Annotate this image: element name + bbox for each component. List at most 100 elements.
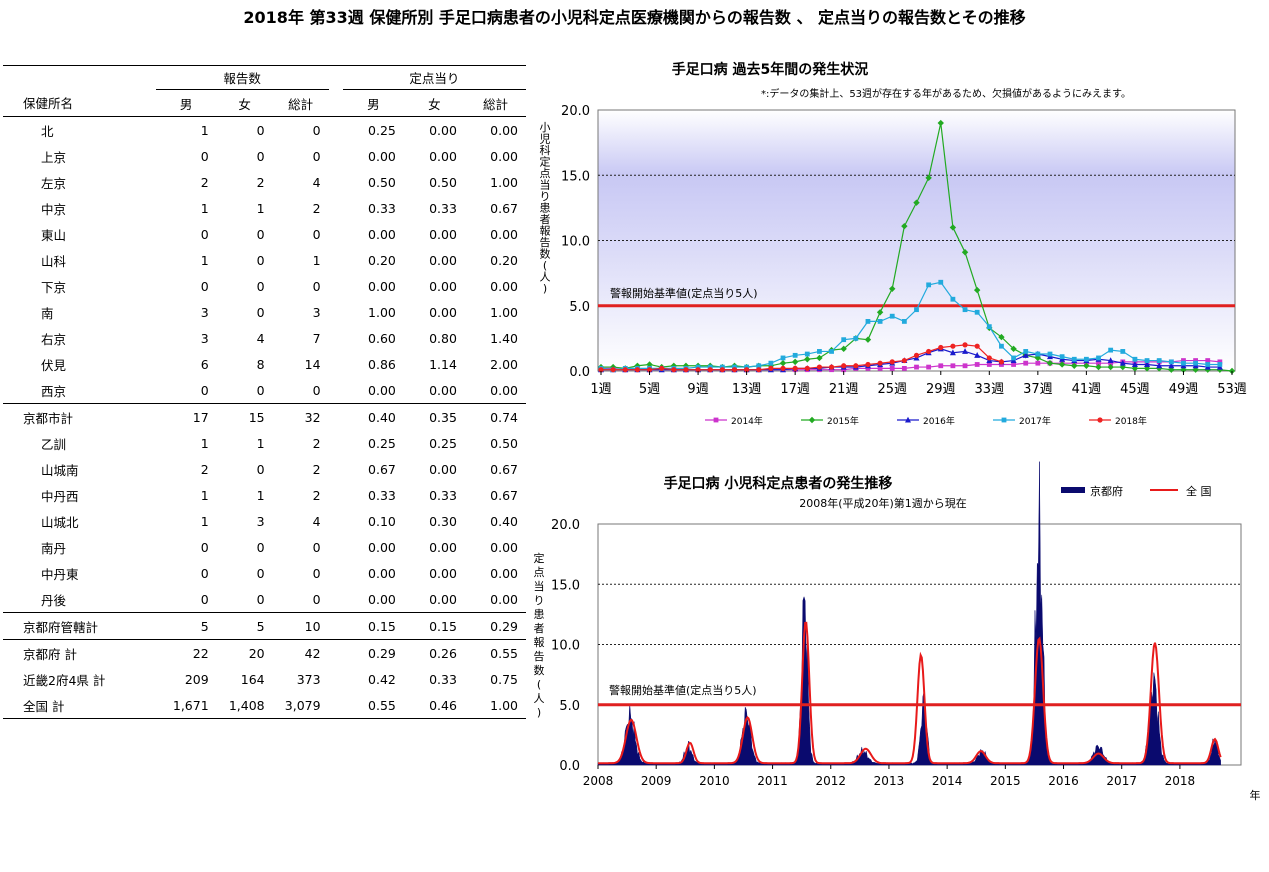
data-point xyxy=(913,199,920,206)
cell-value: 0.00 xyxy=(490,148,518,164)
y-tick-label: 0.0 xyxy=(559,759,580,774)
data-point xyxy=(865,319,871,324)
cell-value: 0.00 xyxy=(429,565,457,581)
table-row: 東山 0 0 0 0.00 0.00 0.00 xyxy=(3,221,526,247)
row-name: 近畿2府4県 計 xyxy=(23,672,106,688)
col-header-male: 男 xyxy=(155,89,217,117)
group-header-reports: 報告数 xyxy=(155,65,329,90)
x-tick-label: 45週 xyxy=(1120,382,1150,397)
cell-value: 2 xyxy=(312,461,321,477)
cell-value: 2 xyxy=(312,435,321,451)
cell-value: 0 xyxy=(312,591,321,607)
y-tick-label: 20.0 xyxy=(561,104,590,119)
data-point xyxy=(707,364,713,370)
data-point xyxy=(986,362,992,367)
cell-value: 0.10 xyxy=(368,513,396,529)
data-point xyxy=(622,367,628,373)
data-point xyxy=(1168,359,1174,365)
cell-value: 0.25 xyxy=(368,435,396,451)
data-point xyxy=(1108,360,1114,366)
table-row: 伏見 6 8 14 0.86 1.14 2.00 xyxy=(3,351,526,377)
data-point xyxy=(1193,360,1198,366)
cell-value: 0.00 xyxy=(490,539,518,555)
table-row: 中丹東 0 0 0 0.00 0.00 0.00 xyxy=(3,560,526,586)
data-point xyxy=(876,309,884,316)
table-row: 北 1 0 0 0.25 0.00 0.00 xyxy=(3,117,526,144)
cell-value: 0.00 xyxy=(490,226,518,242)
series-line xyxy=(600,281,1220,371)
data-point xyxy=(659,365,665,371)
y-tick-label: 20.0 xyxy=(551,518,580,533)
data-point xyxy=(901,357,907,364)
cell-value: 0.46 xyxy=(403,692,465,719)
cell-value: 6 xyxy=(200,356,209,372)
data-point xyxy=(841,367,847,373)
cell-value: 0.20 xyxy=(490,252,518,268)
x-tick-label: 2009 xyxy=(641,774,672,788)
chart1-y-axis-label: 小児科定点当り患者報告数(人) xyxy=(540,121,551,295)
cell-value: 0.00 xyxy=(429,226,457,242)
x-tick-label: 29週 xyxy=(926,382,956,397)
cell-value: 0.33 xyxy=(429,487,457,503)
cell-value: 0.15 xyxy=(403,612,465,640)
data-point xyxy=(841,337,847,343)
table-row: 南丹 0 0 0 0.00 0.00 0.00 xyxy=(3,534,526,560)
cell-value: 1.14 xyxy=(429,356,457,372)
table-row: 山城北 1 3 4 0.10 0.30 0.40 xyxy=(3,508,526,534)
cell-value: 42 xyxy=(272,639,329,666)
data-point xyxy=(792,352,798,358)
cell-value: 22 xyxy=(155,639,217,666)
data-point xyxy=(829,367,834,373)
row-name: 右京 xyxy=(41,331,67,347)
cell-value: 14 xyxy=(304,356,321,372)
cell-value: 1 xyxy=(256,435,265,451)
cell-value: 1.00 xyxy=(490,174,518,190)
cell-value: 0.20 xyxy=(368,252,396,268)
data-point xyxy=(695,367,701,373)
cell-value: 0.00 xyxy=(368,591,396,607)
cell-value: 20 xyxy=(216,639,273,666)
chart2-y-axis-label: 定点当り患者報告数(人) xyxy=(534,551,545,719)
cell-value: 0 xyxy=(256,461,265,477)
table-row: 京都市計 17 15 32 0.40 0.35 0.74 xyxy=(3,403,526,430)
cell-value: 0.42 xyxy=(368,671,396,687)
data-point xyxy=(938,363,944,369)
data-point xyxy=(914,364,919,370)
cell-value: 3 xyxy=(256,513,265,529)
data-point xyxy=(998,333,1005,341)
data-point xyxy=(962,307,968,313)
cell-value: 0.00 xyxy=(429,148,457,164)
cell-value: 0.80 xyxy=(429,330,457,346)
data-point xyxy=(1108,347,1114,353)
cell-value: 0 xyxy=(256,304,265,320)
data-point xyxy=(925,174,932,182)
chart2-x-axis-label: 年 xyxy=(1250,788,1261,802)
cell-value: 0.35 xyxy=(403,403,465,430)
x-tick-label: 37週 xyxy=(1023,382,1053,397)
data-point xyxy=(1120,349,1126,354)
cell-value: 4 xyxy=(312,174,321,190)
cell-value: 2 xyxy=(200,174,209,190)
data-point xyxy=(1023,349,1029,354)
table-row: 全国 計 1,671 1,408 3,079 0.55 0.46 1.00 xyxy=(3,692,526,719)
cell-value: 0.67 xyxy=(490,487,518,503)
x-tick-label: 5週 xyxy=(639,382,660,397)
row-name: 伏見 xyxy=(41,357,67,373)
cell-value: 0.00 xyxy=(368,565,396,581)
cell-value: 209 xyxy=(184,671,209,687)
x-tick-label: 2008 xyxy=(583,774,614,788)
data-point xyxy=(756,367,762,373)
data-point xyxy=(646,367,653,373)
legend-label: 2018年 xyxy=(1115,415,1147,427)
legend-marker xyxy=(1097,417,1103,423)
data-point xyxy=(768,365,774,371)
data-point xyxy=(889,359,895,365)
x-tick-label: 2012 xyxy=(815,774,846,788)
data-point xyxy=(1181,358,1186,363)
data-point xyxy=(889,365,895,371)
x-tick-label: 2016 xyxy=(1048,774,1079,788)
data-point xyxy=(877,360,883,366)
table-row: 上京 0 0 0 0.00 0.00 0.00 xyxy=(3,143,526,169)
row-name: 山城北 xyxy=(41,514,79,530)
data-point xyxy=(889,285,896,292)
